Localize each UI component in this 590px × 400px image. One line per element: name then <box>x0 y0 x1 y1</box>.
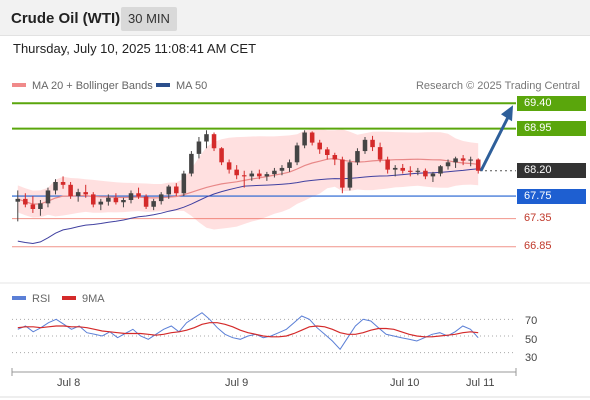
candle-body <box>287 162 292 168</box>
legend-bollinger: MA 20 + Bollinger Bands <box>12 80 153 92</box>
candle-body <box>392 167 398 170</box>
interval-button[interactable]: 30 MIN <box>121 7 177 31</box>
candle-body <box>279 167 285 171</box>
level-label-68-95: 68.95 <box>517 121 586 137</box>
candle-body <box>151 201 156 207</box>
candle-body <box>385 159 390 170</box>
candle-body <box>241 175 247 177</box>
candle-body <box>445 162 451 167</box>
x-label-jul8: Jul 8 <box>57 377 81 389</box>
candle-body <box>211 134 217 149</box>
candle-body <box>219 148 224 163</box>
x-label-jul10: Jul 10 <box>390 377 420 389</box>
chart-header: Crude Oil (WTI) 30 MIN <box>0 0 590 36</box>
rsi-level-50: 50 <box>525 334 538 346</box>
candle-body <box>340 159 345 188</box>
candle-body <box>113 197 119 203</box>
candle-body <box>23 198 28 205</box>
candle-body <box>174 186 179 194</box>
candle-body <box>38 203 43 209</box>
candle-body <box>15 198 21 202</box>
level-label-68-20: 68.20 <box>517 163 586 179</box>
candle-body <box>264 174 270 177</box>
legend-bollinger-label: MA 20 + Bollinger Bands <box>32 80 153 92</box>
candle-body <box>272 170 277 175</box>
ma50-line <box>17 168 479 245</box>
candle-body <box>204 134 209 142</box>
projection-arrow <box>479 114 511 172</box>
legend-rsi-ma-swatch <box>62 296 76 301</box>
instrument-title: Crude Oil (WTI) <box>11 10 121 27</box>
research-credit: Research © 2025 Trading Central <box>415 80 580 92</box>
legend-rsi-swatch <box>12 296 26 301</box>
candle-body <box>45 190 51 204</box>
rsi-ma-line <box>17 322 479 338</box>
x-label-jul11: Jul 11 <box>466 377 495 389</box>
candle-body <box>423 170 428 177</box>
candle-body <box>106 197 111 202</box>
candle-body <box>302 132 307 146</box>
timestamp: Thursday, July 10, 2025 11:08:41 AM CET <box>13 41 257 56</box>
legend-ma50-label: MA 50 <box>176 80 208 92</box>
candle-body <box>136 193 141 197</box>
legend-ma50-swatch <box>156 83 170 88</box>
level-label-67-35: 67.35 <box>524 212 552 225</box>
candle-body <box>166 186 172 195</box>
legend-bollinger-swatch <box>12 83 26 88</box>
legend-ma50: MA 50 <box>156 80 207 92</box>
candle-body <box>75 192 81 197</box>
x-label-jul9: Jul 9 <box>225 377 249 389</box>
candle-body <box>121 200 126 203</box>
candle-body <box>234 169 239 176</box>
level-label-69-40: 69.40 <box>517 95 586 111</box>
candle-body <box>332 155 338 160</box>
candle-body <box>430 173 436 177</box>
candle-body <box>347 162 353 188</box>
candle-body <box>370 139 375 148</box>
candle-body <box>98 201 104 205</box>
candle-body <box>355 151 360 163</box>
candle-body <box>128 193 134 200</box>
legend-rsi: RSI <box>12 293 50 305</box>
candle-body <box>453 158 458 163</box>
candle-body <box>377 147 383 160</box>
candle-body <box>438 166 443 174</box>
candle-body <box>317 142 322 150</box>
legend-rsi-label: RSI <box>32 293 51 305</box>
candle-body <box>249 173 255 177</box>
candle-body <box>400 167 406 171</box>
candle-body <box>68 184 73 197</box>
candle-body <box>53 182 58 191</box>
candle-body <box>83 192 88 195</box>
candle-body <box>415 170 421 172</box>
candle-body <box>60 182 66 185</box>
candle-body <box>475 159 481 171</box>
candle-body <box>324 149 330 155</box>
candle-body <box>362 139 368 152</box>
projection-arrowhead <box>501 105 513 122</box>
candle-body <box>309 132 315 143</box>
candle-body <box>226 162 232 170</box>
candle-body <box>90 194 96 205</box>
level-label-67-75: 67.75 <box>517 188 586 204</box>
legend-rsi-ma-label: 9MA <box>82 293 105 305</box>
candle-body <box>294 145 300 163</box>
rsi-level-30: 30 <box>525 352 538 364</box>
rsi-line <box>17 312 479 351</box>
candle-body <box>468 159 473 161</box>
candle-body <box>460 158 466 161</box>
candle-body <box>143 196 149 207</box>
candle-body <box>196 141 202 154</box>
rsi-level-70: 70 <box>525 315 538 327</box>
legend-rsi-ma: 9MA <box>62 293 105 305</box>
candle-body <box>257 173 262 177</box>
candle-body <box>30 204 36 209</box>
candle-body <box>181 173 187 194</box>
candle-body <box>189 153 194 174</box>
level-label-66-85: 66.85 <box>524 240 552 253</box>
candle-body <box>158 194 164 202</box>
candle-body <box>408 170 413 172</box>
